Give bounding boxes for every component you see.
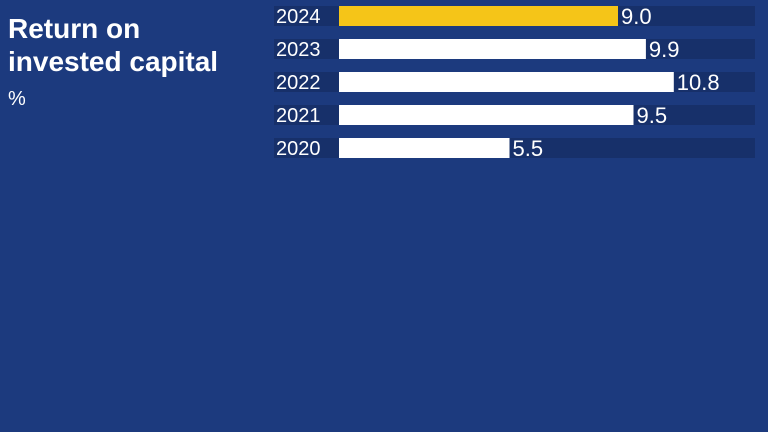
category-label: 2024: [276, 6, 321, 28]
value-label: 9.9: [649, 37, 680, 62]
bar-highlighted: [339, 6, 618, 26]
category-label: 2022: [276, 72, 321, 94]
bar: [339, 138, 510, 158]
bar: [339, 39, 646, 59]
unit-label: %: [8, 88, 26, 110]
category-label: 2021: [276, 105, 321, 127]
bar: [339, 72, 674, 92]
category-label: 2020: [276, 138, 321, 160]
category-label: 2023: [276, 39, 321, 61]
value-label: 9.0: [621, 4, 652, 29]
value-label: 9.5: [637, 103, 668, 128]
bar: [339, 105, 634, 125]
value-label: 10.8: [677, 70, 720, 95]
value-label: 5.5: [513, 136, 544, 161]
chart-title: Return on invested capital: [8, 13, 219, 77]
